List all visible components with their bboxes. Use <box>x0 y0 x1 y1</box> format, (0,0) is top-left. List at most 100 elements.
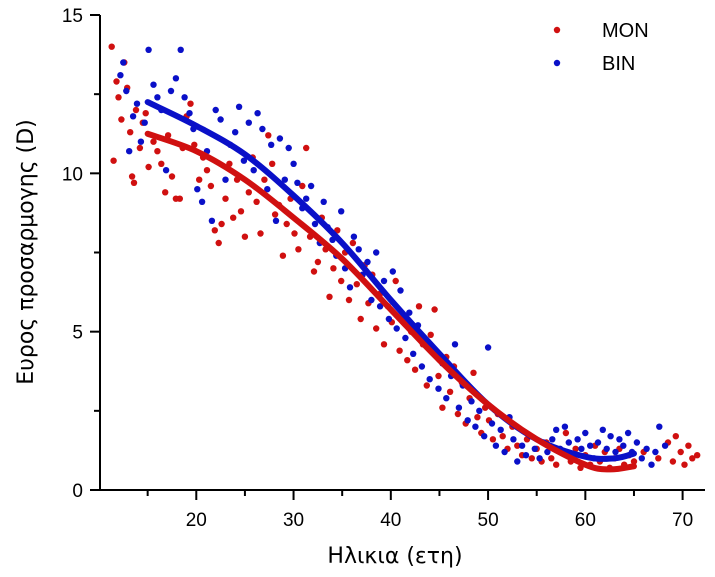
data-point-bin <box>240 157 248 164</box>
data-point-bin <box>518 442 526 449</box>
data-point-bin <box>311 220 319 228</box>
data-point-bin <box>141 119 148 126</box>
data-point-bin <box>418 363 426 370</box>
data-point-bin <box>137 138 145 145</box>
data-point-bin <box>129 113 137 120</box>
data-point-bin <box>536 455 543 462</box>
data-point-bin <box>307 182 315 190</box>
data-point-mon <box>128 173 136 180</box>
data-point-mon <box>470 369 477 376</box>
data-point-mon <box>257 230 264 237</box>
fit-curve-mon <box>144 130 637 473</box>
data-point-bin <box>574 436 581 443</box>
data-point-mon <box>158 160 165 167</box>
data-point-bin <box>648 461 655 468</box>
data-point-bin <box>594 439 602 446</box>
plot-points <box>108 43 701 471</box>
data-point-bin <box>120 59 127 66</box>
data-point-bin <box>235 103 243 111</box>
data-point-mon <box>291 230 298 237</box>
data-point-mon <box>168 173 176 180</box>
data-point-mon <box>330 265 337 272</box>
data-point-mon <box>162 189 169 196</box>
data-point-mon <box>689 455 696 462</box>
legend-marker-mon <box>553 26 561 34</box>
data-point-bin <box>167 87 175 95</box>
data-point-bin <box>410 350 417 357</box>
data-point-bin <box>514 458 521 465</box>
data-point-bin <box>250 167 257 174</box>
data-point-bin <box>652 448 659 456</box>
data-point-bin <box>476 407 483 414</box>
data-point-bin <box>561 423 569 430</box>
data-point-bin <box>245 119 252 126</box>
legend-marker-bin <box>553 59 561 67</box>
data-point-bin <box>624 429 632 437</box>
data-point-mon <box>439 404 446 411</box>
data-point-bin <box>549 436 556 443</box>
data-point-mon <box>118 116 125 123</box>
data-point-bin <box>264 186 271 193</box>
data-point-bin <box>350 233 358 240</box>
data-point-bin <box>126 148 133 155</box>
x-tick-label: 20 <box>186 510 207 531</box>
data-point-bin <box>154 94 161 101</box>
data-point-bin <box>435 385 442 392</box>
data-point-bin <box>426 376 433 383</box>
data-point-mon <box>499 433 506 440</box>
data-point-bin <box>599 426 606 433</box>
data-point-mon <box>154 148 161 155</box>
data-point-bin <box>451 341 459 348</box>
data-point-mon <box>548 455 555 462</box>
data-point-mon <box>404 357 411 364</box>
data-point-bin <box>464 417 471 424</box>
data-point-bin <box>389 268 396 275</box>
data-point-mon <box>489 436 497 443</box>
data-point-mon <box>110 157 117 164</box>
y-axis-title: Ευρος προσαρμογης (D) <box>14 119 39 384</box>
data-point-bin <box>290 160 297 167</box>
fit-lines <box>144 99 637 473</box>
data-point-mon <box>514 442 521 449</box>
data-point-bin <box>565 439 572 446</box>
y-tick-label: 10 <box>62 164 83 185</box>
data-point-mon <box>203 167 211 174</box>
data-point-bin <box>281 176 288 183</box>
data-point-mon <box>562 429 570 437</box>
data-point-bin <box>406 309 413 316</box>
data-point-mon <box>310 268 318 275</box>
data-point-bin <box>285 144 292 152</box>
data-point-mon <box>283 220 290 228</box>
data-point-mon <box>215 239 222 247</box>
y-tick-label: 0 <box>72 481 83 502</box>
data-point-mon <box>150 138 157 145</box>
data-point-mon <box>681 461 688 468</box>
data-point-bin <box>186 110 193 117</box>
series-mon-points <box>108 43 701 471</box>
data-point-mon <box>207 182 215 190</box>
data-point-mon <box>261 176 268 183</box>
data-point-bin <box>117 72 124 79</box>
data-point-bin <box>531 445 538 452</box>
data-point-bin <box>133 100 141 107</box>
data-point-mon <box>218 220 225 228</box>
data-point-bin <box>643 445 650 452</box>
data-point-bin <box>468 398 475 405</box>
data-point-bin <box>633 439 641 446</box>
data-point-mon <box>279 252 287 259</box>
data-point-mon <box>127 129 134 136</box>
data-point-bin <box>222 176 229 183</box>
data-point-mon <box>299 182 306 190</box>
data-point-bin <box>376 303 384 310</box>
data-point-mon <box>572 445 579 452</box>
data-point-bin <box>553 426 560 433</box>
data-point-bin <box>492 442 500 449</box>
data-point-bin <box>501 448 508 456</box>
legend: MON BIN <box>553 20 649 75</box>
data-point-mon <box>630 458 638 465</box>
data-point-bin <box>123 87 130 95</box>
fit-curve-bin <box>144 99 637 462</box>
data-point-mon <box>196 176 203 183</box>
data-point-bin <box>582 429 589 437</box>
